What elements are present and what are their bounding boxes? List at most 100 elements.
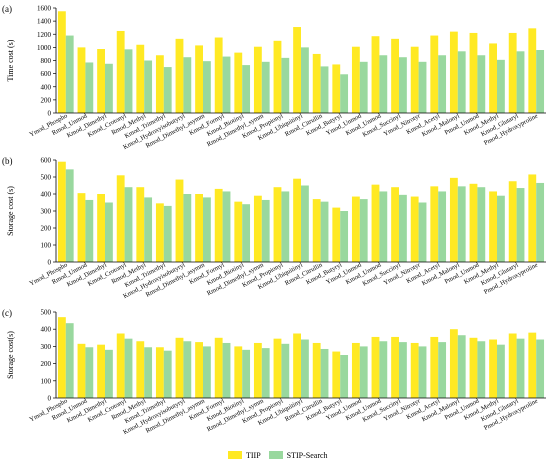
bar-tiip xyxy=(508,181,517,262)
bar-tiip xyxy=(234,52,243,113)
bar-stip-search xyxy=(340,74,349,113)
y-tick-label: 0 xyxy=(48,110,52,118)
bar-stip-search xyxy=(85,199,94,262)
bar-tiip xyxy=(469,183,478,262)
bar-tiip xyxy=(312,199,321,262)
bar-stip-search xyxy=(497,344,505,398)
bar-stip-search xyxy=(340,211,349,262)
y-tick-label: 600 xyxy=(41,157,52,165)
bar-stip-search xyxy=(124,338,133,398)
bar-stip-search xyxy=(183,194,192,262)
bar-stip-search xyxy=(457,186,466,262)
bar-tiip xyxy=(175,337,184,398)
bar-tiip xyxy=(449,177,458,262)
bar-tiip xyxy=(97,194,105,262)
bar-stip-search xyxy=(320,348,329,398)
y-tick-label: 400 xyxy=(41,191,52,199)
bar-tiip xyxy=(214,337,223,398)
bar-tiip xyxy=(528,332,537,398)
bar-stip-search xyxy=(242,65,251,113)
bar-stip-search xyxy=(477,187,486,262)
bar-stip-search xyxy=(222,191,231,262)
bar-tiip xyxy=(489,191,497,262)
legend: TIIP STIP-Search xyxy=(228,448,328,462)
y-tick-label: 1000 xyxy=(37,44,52,52)
panel-label: (b) xyxy=(2,156,13,166)
bar-tiip xyxy=(371,36,380,113)
bar-stip-search xyxy=(418,202,427,262)
bar-tiip xyxy=(136,341,145,398)
bar-stip-search xyxy=(418,346,427,398)
y-tick-label: 800 xyxy=(41,57,52,65)
bar-stip-search xyxy=(399,194,407,262)
y-tick-label: 1400 xyxy=(37,18,52,26)
legend-label-stip-search: STIP-Search xyxy=(286,450,328,460)
bar-stip-search xyxy=(85,62,94,113)
bar-tiip xyxy=(253,46,262,113)
bar-stip-search xyxy=(261,348,270,398)
bar-stip-search xyxy=(438,55,447,113)
bar-stip-search xyxy=(301,185,309,262)
bar-tiip xyxy=(371,336,380,398)
bar-tiip xyxy=(175,38,184,113)
bar-tiip xyxy=(136,187,145,262)
bar-stip-search xyxy=(438,191,447,262)
bar-stip-search xyxy=(281,191,290,262)
bar-tiip xyxy=(116,30,125,113)
bar-tiip xyxy=(77,343,86,398)
bar-tiip xyxy=(195,342,203,398)
y-axis-label: Storage cost (s) xyxy=(6,186,15,236)
bar-tiip xyxy=(116,175,125,262)
bar-tiip xyxy=(332,351,341,398)
bar-tiip xyxy=(253,342,262,398)
bar-tiip xyxy=(430,336,439,398)
bar-stip-search xyxy=(457,51,466,113)
bar-tiip xyxy=(273,338,282,398)
legend-swatch-tiip xyxy=(228,451,242,459)
bar-tiip xyxy=(469,32,478,113)
bar-tiip xyxy=(391,336,399,398)
y-tick-label: 0 xyxy=(48,259,52,267)
bar-stip-search xyxy=(301,339,309,398)
bar-stip-search xyxy=(497,195,505,262)
bar-tiip xyxy=(351,342,360,398)
bar-stip-search xyxy=(261,199,270,262)
bar-stip-search xyxy=(516,338,525,398)
y-tick-label: 1200 xyxy=(37,31,52,39)
bar-stip-search xyxy=(536,50,545,113)
bar-stip-search xyxy=(222,342,231,398)
bar-stip-search xyxy=(281,57,290,113)
bar-stip-search xyxy=(124,187,133,262)
legend-item-tiip: TIIP xyxy=(228,451,261,460)
bar-stip-search xyxy=(301,47,309,113)
bar-tiip xyxy=(234,346,243,398)
bar-stip-search xyxy=(105,349,113,398)
y-tick-label: 100 xyxy=(41,242,52,250)
y-tick-label: 1600 xyxy=(37,5,52,13)
y-tick-label: 0 xyxy=(48,395,52,403)
bar-stip-search xyxy=(203,197,211,262)
y-tick-label: 600 xyxy=(41,70,52,78)
legend-swatch-stip-search xyxy=(268,451,283,459)
bar-tiip xyxy=(508,32,517,113)
bar-tiip xyxy=(410,342,419,398)
y-tick-label: 200 xyxy=(41,225,52,233)
bar-tiip xyxy=(351,196,360,262)
bar-tiip xyxy=(57,317,66,398)
chart-panel-1: (a) Time cost (s) 0 200 400 600 800 1000 1200 140… xyxy=(2,4,546,151)
bar-tiip xyxy=(430,186,439,262)
bar-tiip xyxy=(175,179,184,262)
y-tick-label: 500 xyxy=(41,174,52,182)
y-tick-label: 200 xyxy=(41,96,52,104)
bar-stip-search xyxy=(536,182,545,262)
bar-tiip xyxy=(136,44,145,113)
bar-stip-search xyxy=(516,51,525,113)
bar-tiip xyxy=(312,342,321,398)
bar-tiip xyxy=(489,339,497,398)
bar-stip-search xyxy=(203,61,211,113)
bar-stip-search xyxy=(144,347,153,398)
bar-tiip xyxy=(77,193,86,262)
bar-tiip xyxy=(332,207,341,262)
bar-tiip xyxy=(97,49,105,113)
panel-label: (c) xyxy=(2,308,12,318)
